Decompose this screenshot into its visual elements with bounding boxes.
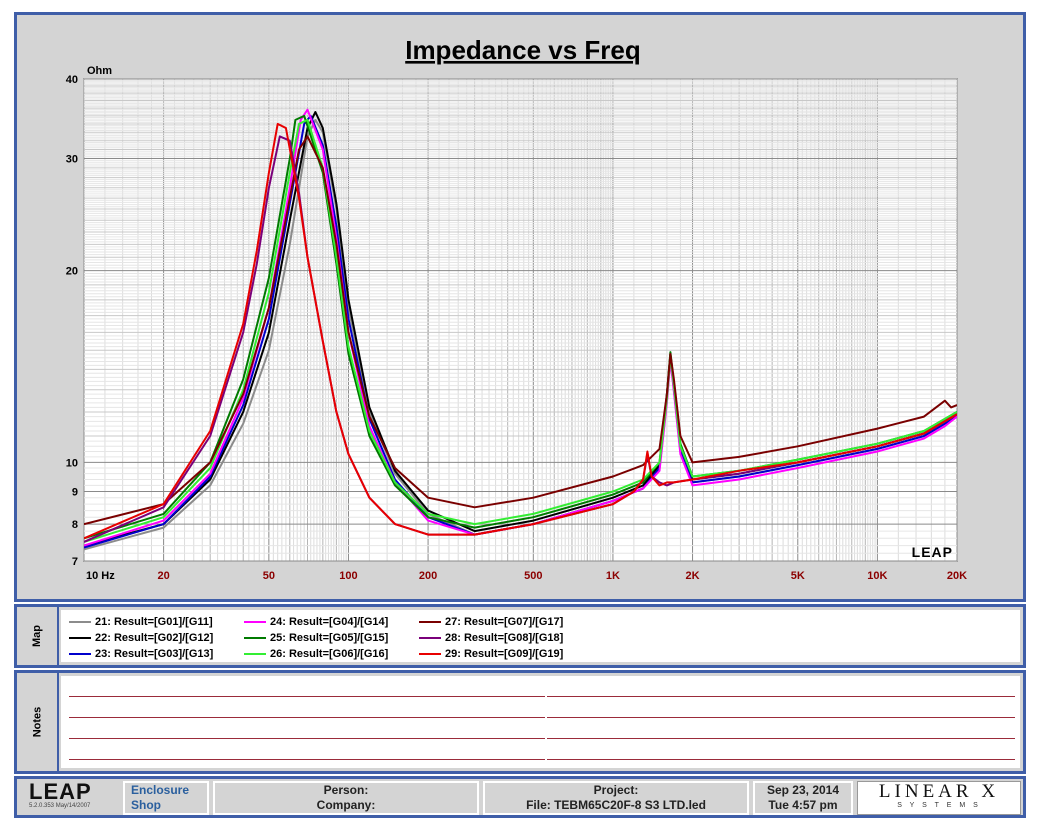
x-tick-label: 20 [157,570,169,582]
y-tick-label: 10 [66,457,78,469]
linearx-systems: S Y S T E M S [897,802,981,809]
chart-panel: Impedance vs Freq Ohm 10 Hz 20 50 100 200 500… [14,12,1026,602]
impedance-chart: Impedance vs Freq Ohm 10 Hz 20 50 100 200 500… [66,35,967,582]
map-side-label: Map [17,607,59,665]
legend-label: 21: Result=[G01]/[G11] [95,616,213,628]
linearx-brand: LINEAR X [878,781,1000,802]
leap-logo-box: LEAP 5.2.0.353 May/14/2007 [21,781,123,815]
legend-label: 23: Result=[G03]/[G13] [95,648,214,660]
person-box: Person: Company: [213,781,479,815]
y-tick-label: 9 [72,487,78,499]
note-line [69,738,545,739]
legend-item: 21: Result=[G01]/[G11] [69,616,213,628]
plot-area [83,78,958,562]
time-text: Tue 4:57 pm [768,798,838,812]
project-box: Project: File: TEBM65C20F-8 S3 LTD.led [483,781,749,815]
date-box: Sep 23, 2014 Tue 4:57 pm [753,781,853,815]
series-line-27 [84,135,957,526]
person-label: Person: [323,783,369,797]
note-line [69,759,545,760]
file-label: File: TEBM65C20F-8 S3 LTD.led [526,798,706,812]
map-panel: Map 21: Result=[G01]/[G11] 22: Result=[G0… [14,604,1026,668]
legend-swatch [69,621,91,623]
linearx-logo-box: LINEAR X S Y S T E M S [857,781,1021,815]
chart-title: Impedance vs Freq [405,35,641,65]
legend-label: 27: Result=[G07]/[G17] [445,616,564,628]
series-line-29 [84,122,957,540]
module-box: Enclosure Shop [123,781,209,815]
x-tick-label: 200 [419,570,437,582]
version-text: 5.2.0.353 May/14/2007 [29,803,91,809]
x-tick-label: 20K [947,570,967,582]
leap-watermark: LEAP [912,544,953,560]
note-line [69,696,545,697]
map-label: Map [31,625,43,647]
module-line2: Shop [131,798,161,812]
x-tick-label: 50 [263,570,275,582]
legend-item: 25: Result=[G05]/[G15] [244,632,388,644]
legend-label: 25: Result=[G05]/[G15] [270,632,389,644]
y-tick-label: 7 [72,556,78,568]
legend-item: 28: Result=[G08]/[G18] [419,632,563,644]
x-tick-label: 10K [867,570,887,582]
x-tick-label: 2K [686,570,700,582]
company-label: Company: [316,798,376,812]
legend-swatch [419,621,441,623]
legend-label: 28: Result=[G08]/[G18] [445,632,564,644]
notes-panel: Notes [14,670,1026,774]
legend-item: 23: Result=[G03]/[G13] [69,648,213,660]
y-tick-label: 20 [66,266,78,278]
legend-item: 26: Result=[G06]/[G16] [244,648,388,660]
y-axis-unit-label: Ohm [87,65,112,77]
legend-swatch [419,653,441,655]
note-line [547,738,1015,739]
note-line [547,759,1015,760]
x-tick-label: 1K [606,570,620,582]
x-tick-label: 100 [339,570,357,582]
legend-label: 29: Result=[G09]/[G19] [445,648,564,660]
x-tick-label: 5K [791,570,805,582]
legend-label: 26: Result=[G06]/[G16] [270,648,389,660]
legend-item: 27: Result=[G07]/[G17] [419,616,563,628]
x-tick-label: 10 Hz [86,570,115,582]
legend: 21: Result=[G01]/[G11] 22: Result=[G02]/[… [61,610,1020,662]
footer-panel: LEAP 5.2.0.353 May/14/2007 Enclosure Sho… [14,776,1026,818]
legend-item: 24: Result=[G04]/[G14] [244,616,388,628]
note-line [547,696,1015,697]
x-tick-label: 500 [524,570,542,582]
legend-label: 24: Result=[G04]/[G14] [270,616,389,628]
note-line [547,717,1015,718]
legend-item: 29: Result=[G09]/[G19] [419,648,563,660]
notes-side-label: Notes [17,673,59,771]
y-tick-label: 8 [72,519,78,531]
module-line1: Enclosure [131,783,190,797]
legend-swatch [419,637,441,639]
note-line [69,717,545,718]
legend-swatch [69,653,91,655]
legend-swatch [69,637,91,639]
legend-swatch [244,621,266,623]
leap-logo: LEAP [29,779,92,804]
project-label: Project: [593,783,639,797]
legend-swatch [244,637,266,639]
date-text: Sep 23, 2014 [766,783,840,797]
y-tick-label: 40 [66,74,78,86]
legend-swatch [244,653,266,655]
notes-label: Notes [31,706,43,738]
legend-label: 22: Result=[G02]/[G12] [95,632,214,644]
notes-area[interactable] [61,676,1020,768]
y-tick-label: 30 [66,154,78,166]
legend-item: 22: Result=[G02]/[G12] [69,632,213,644]
